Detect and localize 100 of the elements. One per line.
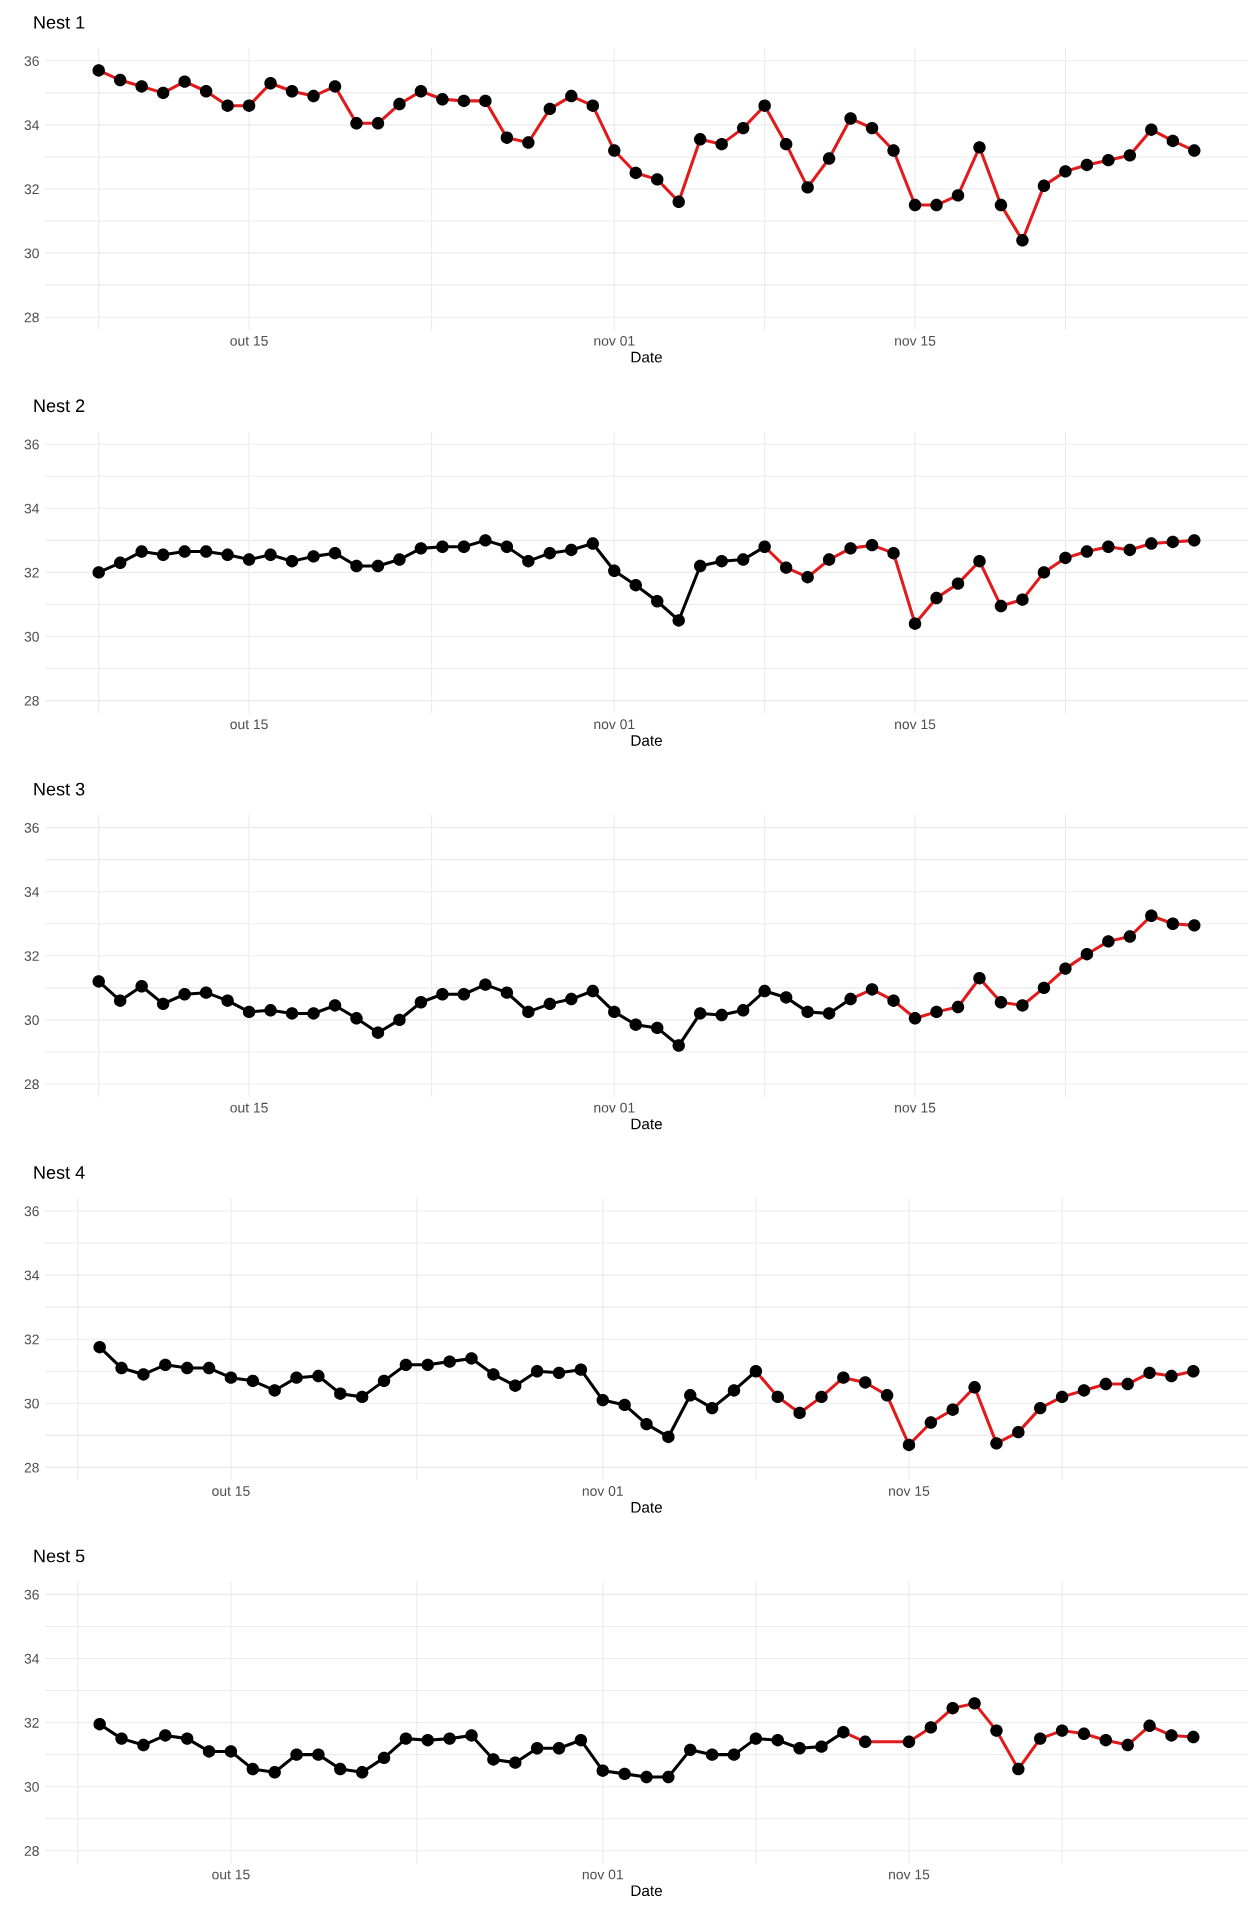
point — [715, 137, 728, 151]
x-tick-label: nov 15 — [889, 1869, 930, 1880]
point — [651, 595, 664, 608]
x-axis-title: Date — [631, 1885, 662, 1897]
y-tick-label: 28 — [24, 695, 39, 706]
point — [414, 996, 428, 1009]
point — [586, 99, 600, 112]
x-tick-label: nov 15 — [889, 1486, 930, 1496]
point — [156, 997, 170, 1011]
y-tick-label: 28 — [24, 1846, 39, 1856]
point — [92, 975, 105, 988]
y-tick-label: 32 — [24, 184, 39, 195]
x-tick-label: nov 01 — [582, 1486, 623, 1496]
point — [530, 1742, 544, 1755]
point — [749, 1365, 763, 1378]
point — [596, 1764, 609, 1777]
point — [355, 1766, 369, 1779]
point — [479, 978, 492, 991]
x-tick-label: nov 15 — [895, 719, 936, 730]
point — [1080, 947, 1094, 961]
point — [1055, 1390, 1069, 1404]
point — [930, 1005, 943, 1019]
point — [1099, 1377, 1113, 1391]
point — [350, 1012, 363, 1025]
point — [736, 121, 750, 135]
point — [684, 1389, 697, 1402]
point — [930, 198, 943, 212]
point — [393, 1013, 406, 1027]
point — [202, 1745, 216, 1758]
point — [135, 980, 148, 993]
point — [815, 1390, 828, 1404]
point — [457, 988, 471, 1001]
point — [693, 559, 707, 573]
point — [242, 553, 256, 566]
point — [522, 1005, 535, 1019]
y-tick-label: 36 — [24, 56, 39, 66]
x-tick-label: out 15 — [230, 1102, 268, 1113]
point — [758, 540, 771, 553]
point — [199, 545, 213, 558]
point — [137, 1368, 150, 1381]
point — [844, 112, 857, 125]
chart-title: Nest 4 — [34, 1166, 85, 1179]
point — [815, 1740, 828, 1753]
point — [822, 553, 836, 566]
point — [552, 1742, 566, 1755]
point — [574, 1363, 588, 1376]
point — [779, 991, 793, 1004]
point — [946, 1701, 959, 1715]
point — [1016, 593, 1029, 606]
point — [457, 540, 471, 553]
point — [973, 554, 986, 568]
point — [285, 1007, 299, 1020]
point — [684, 1743, 697, 1757]
x-tick-label: nov 15 — [895, 336, 936, 346]
point — [334, 1762, 347, 1776]
x-axis-title: Date — [631, 351, 662, 363]
point — [436, 540, 449, 553]
point — [328, 999, 342, 1012]
point — [1102, 935, 1115, 948]
point — [887, 994, 900, 1007]
point — [113, 556, 127, 569]
point — [994, 198, 1008, 212]
point — [268, 1766, 281, 1779]
point — [908, 1012, 922, 1025]
point — [693, 1007, 707, 1020]
point — [180, 1361, 194, 1375]
point — [859, 1376, 872, 1389]
point — [608, 144, 621, 157]
point — [522, 554, 535, 568]
point — [156, 86, 170, 100]
chart-title: Nest 2 — [34, 399, 85, 413]
chart-title: Nest 3 — [34, 782, 85, 796]
point — [662, 1430, 675, 1444]
point — [113, 73, 127, 87]
point — [1077, 1384, 1091, 1397]
y-tick-label: 28 — [24, 1462, 39, 1473]
point — [115, 1361, 128, 1375]
point — [758, 984, 771, 998]
point — [924, 1721, 938, 1734]
point — [565, 89, 578, 103]
point — [1059, 165, 1072, 178]
point — [822, 1007, 836, 1020]
point — [487, 1368, 500, 1381]
point — [264, 77, 277, 90]
point — [377, 1374, 391, 1388]
point — [771, 1390, 784, 1404]
point — [1080, 158, 1094, 172]
y-tick-label: 34 — [24, 503, 40, 514]
point — [822, 152, 836, 165]
point — [1077, 1727, 1091, 1741]
point — [543, 102, 557, 116]
point — [242, 1005, 256, 1019]
point — [990, 1724, 1003, 1737]
point — [414, 85, 428, 98]
point — [1188, 919, 1201, 932]
y-tick-label: 34 — [24, 120, 40, 131]
point — [1145, 909, 1158, 922]
point — [159, 1358, 172, 1372]
point — [487, 1753, 500, 1766]
point — [457, 94, 471, 108]
